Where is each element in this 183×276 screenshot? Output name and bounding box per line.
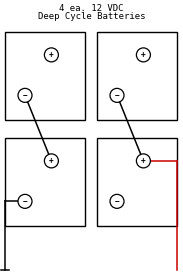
Bar: [5, 32, 85, 120]
Text: +: +: [141, 51, 146, 59]
Ellipse shape: [18, 194, 32, 208]
Bar: [97, 138, 177, 226]
Ellipse shape: [110, 194, 124, 208]
Text: +: +: [141, 156, 146, 165]
Ellipse shape: [136, 48, 150, 62]
Ellipse shape: [18, 88, 32, 102]
Text: 4 ea. 12 VDC: 4 ea. 12 VDC: [59, 4, 124, 13]
Text: +: +: [49, 51, 54, 59]
Ellipse shape: [44, 154, 58, 168]
Text: −: −: [115, 91, 119, 100]
Bar: [5, 138, 85, 226]
Ellipse shape: [44, 48, 58, 62]
Ellipse shape: [136, 154, 150, 168]
Text: −: −: [23, 91, 27, 100]
Text: +: +: [49, 156, 54, 165]
Ellipse shape: [110, 88, 124, 102]
Text: −: −: [115, 197, 119, 206]
Text: Deep Cycle Batteries: Deep Cycle Batteries: [38, 12, 145, 22]
Bar: [97, 32, 177, 120]
Text: −: −: [23, 197, 27, 206]
